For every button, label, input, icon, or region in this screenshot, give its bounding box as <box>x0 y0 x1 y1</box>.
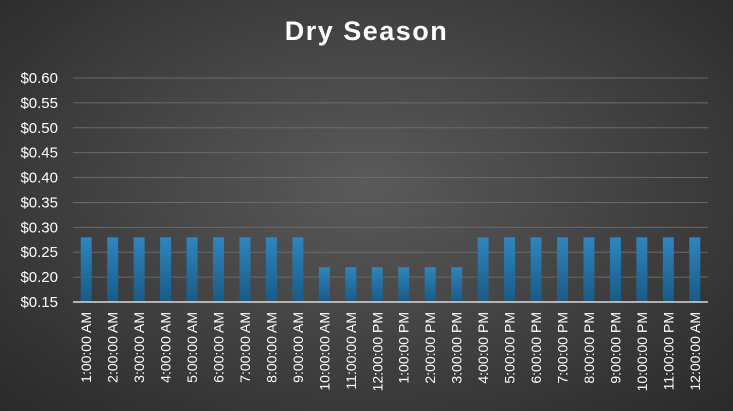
x-tick-label: 3:00:00 PM <box>449 312 465 384</box>
x-tick-label: 6:00:00 PM <box>528 312 544 384</box>
y-axis-ticks: $0.15 $0.20 $0.25 $0.30 $0.35 $0.40 $0.45 $0.50… <box>20 70 58 311</box>
bar <box>80 237 92 302</box>
y-tick-label: $0.55 <box>20 95 58 112</box>
x-tick-label: 11:00:00 AM <box>343 312 359 390</box>
bar <box>636 237 648 302</box>
x-tick-label: 12:00:00 PM <box>369 312 385 391</box>
y-tick-label: $0.60 <box>20 70 58 87</box>
x-tick-label: 8:00:00 PM <box>581 312 597 384</box>
bar <box>292 237 304 302</box>
bar <box>318 267 330 302</box>
x-tick-label: 7:00:00 PM <box>554 312 570 384</box>
x-tick-label: 2:00:00 AM <box>105 312 121 383</box>
bar <box>556 237 568 302</box>
y-tick-label: $0.50 <box>20 120 58 137</box>
y-tick-label: $0.40 <box>20 170 58 187</box>
x-tick-label: 10:00:00 AM <box>316 312 332 391</box>
gridlines <box>73 77 708 278</box>
y-tick-label: $0.45 <box>20 145 58 162</box>
x-tick-label: 1:00:00 PM <box>396 312 412 384</box>
x-tick-label: 9:00:00 PM <box>607 312 623 384</box>
y-tick-label: $0.30 <box>20 219 58 236</box>
bar <box>477 237 489 302</box>
bar <box>265 237 277 302</box>
x-axis-ticks: 1:00:00 AM 2:00:00 AM 3:00:00 AM 4:00:00 AM… <box>78 312 703 391</box>
x-tick-label: 1:00:00 AM <box>78 312 94 383</box>
x-tick-label: 4:00:00 AM <box>158 312 174 383</box>
y-tick-label: $0.25 <box>20 244 58 261</box>
bar <box>160 237 172 302</box>
x-tick-label: 7:00:00 AM <box>237 312 253 383</box>
bar <box>398 267 410 302</box>
bar <box>504 237 516 302</box>
x-tick-label: 2:00:00 PM <box>422 312 438 384</box>
bar <box>371 267 383 302</box>
y-tick-label: $0.20 <box>20 269 58 286</box>
x-tick-label: 5:00:00 PM <box>502 312 518 384</box>
bar <box>689 237 701 302</box>
bar <box>662 237 674 302</box>
x-tick-label: 4:00:00 PM <box>475 312 491 384</box>
y-tick-label: $0.35 <box>20 194 58 211</box>
bar <box>424 267 436 302</box>
x-tick-label: 6:00:00 AM <box>211 312 227 383</box>
x-tick-label: 12:00:00 AM <box>687 312 703 391</box>
x-tick-label: 9:00:00 AM <box>290 312 306 383</box>
chart-title: Dry Season <box>284 16 449 46</box>
x-tick-label: 11:00:00 PM <box>660 312 676 390</box>
bar <box>133 237 145 302</box>
x-tick-label: 5:00:00 AM <box>184 312 200 383</box>
x-tick-label: 10:00:00 PM <box>634 312 650 391</box>
bar <box>239 237 251 302</box>
bar <box>583 237 595 302</box>
bar <box>451 267 463 302</box>
bar <box>609 237 621 302</box>
bar <box>530 237 542 302</box>
y-tick-label: $0.15 <box>20 294 58 311</box>
bars <box>80 237 701 302</box>
x-tick-label: 8:00:00 AM <box>263 312 279 383</box>
bar <box>345 267 357 302</box>
x-tick-label: 3:00:00 AM <box>131 312 147 383</box>
bar <box>213 237 225 302</box>
bar <box>107 237 119 302</box>
bar <box>186 237 198 302</box>
